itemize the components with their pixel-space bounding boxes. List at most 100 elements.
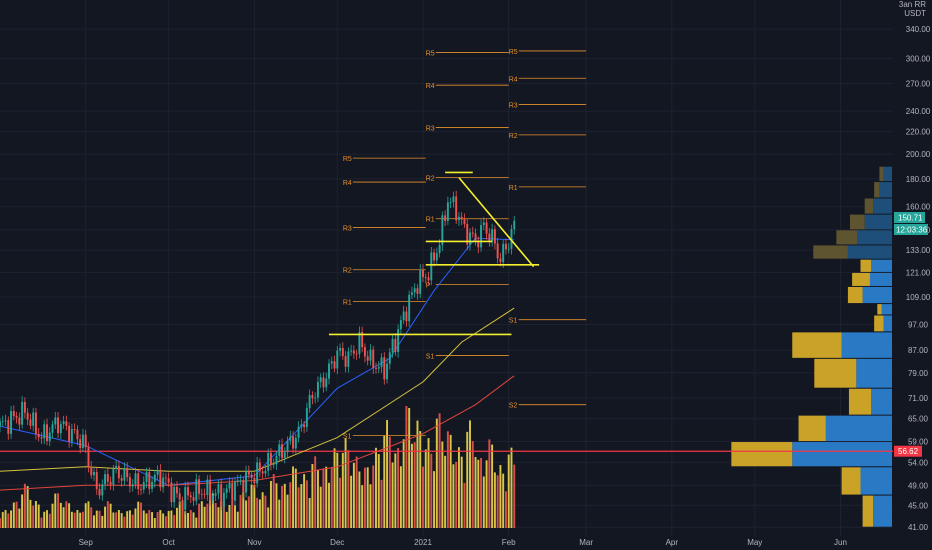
candle-body — [54, 417, 57, 425]
volume-bar — [79, 512, 82, 528]
candle-body — [59, 424, 62, 434]
candle-body — [446, 202, 449, 221]
candle-body — [222, 492, 225, 507]
volume-bar — [510, 447, 513, 528]
volume-bar — [289, 482, 292, 528]
candle-body — [369, 349, 372, 361]
profile-up-bar — [836, 230, 858, 245]
candle-body — [228, 483, 231, 489]
candle-body — [264, 470, 267, 474]
volume-bar — [474, 457, 477, 528]
volume-bar — [26, 486, 29, 528]
candle-body — [209, 479, 212, 501]
profile-down-bar — [862, 286, 892, 304]
volume-bar — [170, 510, 173, 528]
profile-down-bar — [860, 467, 892, 495]
volume-bar — [264, 495, 267, 528]
candle-body — [189, 495, 192, 498]
volume-bar — [278, 499, 281, 528]
volume-bar — [101, 515, 104, 528]
candle-body — [81, 434, 84, 449]
pivot-label: S1 — [426, 354, 435, 361]
volume-bar — [258, 499, 261, 528]
candle-body — [433, 252, 436, 261]
candle-body — [164, 477, 167, 479]
volume-bar — [70, 511, 73, 528]
profile-up-bar — [874, 182, 880, 198]
candle-body — [333, 361, 336, 369]
volume-bar — [469, 420, 471, 528]
candle-body — [200, 493, 203, 495]
candle-body — [504, 243, 507, 250]
volume-bar — [380, 479, 383, 528]
profile-down-bar — [873, 198, 892, 214]
candle-body — [413, 288, 416, 293]
candle-body — [339, 348, 342, 351]
price-tick-label: 59.00 — [908, 438, 929, 447]
last-price-tag — [894, 212, 925, 223]
pivot-label: R2 — [426, 176, 435, 183]
profile-up-bar — [731, 442, 793, 467]
volume-bar — [496, 475, 499, 528]
candle-body — [375, 368, 377, 369]
candle-body — [469, 232, 471, 245]
volume-bar — [104, 506, 107, 528]
volume-bar — [308, 498, 311, 528]
candle-body — [1, 421, 4, 422]
candle-body — [40, 437, 43, 439]
volume-bar — [333, 448, 336, 528]
volume-bar — [40, 517, 43, 528]
time-axis[interactable]: Sep Oct Nov Dec 2021 Feb Mar Apr May Jun — [79, 538, 847, 547]
pivot-label: R3 — [343, 226, 352, 233]
volume-bar — [294, 468, 297, 528]
pivot-label: R5 — [343, 156, 352, 163]
candle-body — [402, 311, 405, 321]
trendlines[interactable] — [329, 171, 540, 336]
candle-body — [170, 482, 173, 503]
candle-body — [283, 452, 286, 458]
candle-body — [93, 471, 95, 476]
candle-body — [117, 465, 120, 479]
profile-up-bar — [877, 304, 882, 315]
candle-body — [352, 350, 355, 354]
candle-body — [278, 444, 281, 456]
volume-bar — [115, 512, 118, 528]
candle-body — [303, 424, 306, 428]
candle-body — [98, 489, 101, 496]
candle-body — [256, 462, 259, 484]
volume-bar — [330, 467, 333, 528]
volume-bar — [7, 513, 10, 528]
volume-bar — [128, 510, 131, 528]
pivot-label: S2 — [509, 403, 518, 410]
pivot-label: R1 — [426, 217, 435, 224]
candle-body — [0, 421, 1, 427]
candle-body — [234, 481, 236, 501]
volume-bar — [145, 513, 148, 528]
volume-bar — [217, 507, 220, 528]
price-tick-label: 45.00 — [908, 501, 929, 510]
candle-body — [217, 484, 220, 494]
volume-bar — [422, 466, 424, 528]
price-tick-label: 340.00 — [906, 25, 931, 34]
profile-down-bar — [871, 259, 892, 272]
candle-body — [441, 215, 444, 245]
volume-bar — [391, 462, 394, 528]
volume-bar — [131, 514, 134, 528]
volume-bar — [314, 456, 317, 528]
candle-body — [62, 421, 65, 425]
price-axis[interactable]: 3an RR USDT 340.00 300.00 270.00 240.00 220.… — [894, 0, 932, 550]
price-tick-label: 49.00 — [908, 481, 929, 490]
volume-bar — [477, 459, 480, 528]
volume-bar — [361, 485, 364, 528]
candle-body — [21, 401, 24, 425]
volume-bar — [192, 512, 195, 528]
candle-body — [394, 338, 397, 352]
volume-bar — [112, 512, 115, 528]
volume-bar — [220, 501, 223, 528]
profile-up-bar — [874, 315, 884, 332]
volume-bar — [493, 472, 496, 528]
candle-body — [173, 486, 176, 503]
candle-body — [347, 351, 350, 367]
profile-up-bar — [862, 495, 874, 527]
